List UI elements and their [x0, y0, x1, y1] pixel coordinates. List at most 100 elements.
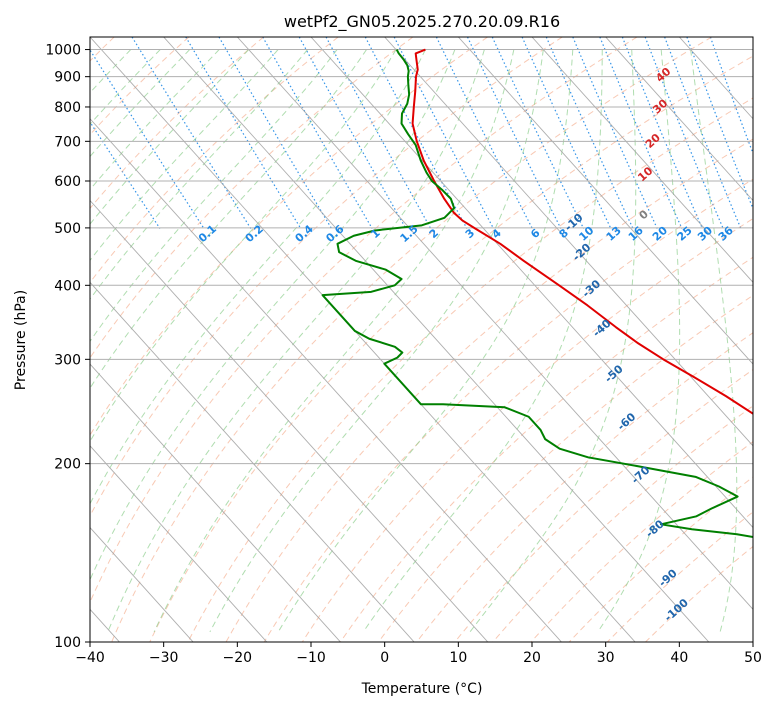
- mixing-ratio-line: [491, 37, 585, 229]
- mixing-ratio-line: [664, 37, 742, 229]
- dry-adiabat-line: [416, 332, 753, 642]
- moist-adiabat-label: -20: [570, 241, 594, 264]
- moist-adiabat-line: [153, 49, 515, 633]
- isotherm-line: [531, 37, 753, 283]
- x-tick-label: −40: [75, 650, 105, 666]
- profiles: [321, 48, 753, 538]
- moist-adiabat-line: [90, 49, 367, 390]
- x-tick-label: 10: [449, 650, 467, 666]
- x-tick-label: −30: [149, 650, 179, 666]
- isotherm-line: [163, 37, 710, 642]
- mixing-ratio-line: [90, 48, 205, 229]
- y-tick-label: 600: [54, 174, 81, 190]
- dry-adiabat-line: [187, 97, 753, 642]
- dry-adiabat-line: [90, 37, 638, 604]
- mixing-ratio-label: 0.2: [243, 222, 266, 245]
- temperature-profile: [411, 48, 753, 415]
- isotherm-line: [752, 37, 753, 38]
- background-lines: [90, 37, 753, 642]
- mixing-ratio-line: [298, 37, 407, 229]
- x-tick-label: 0: [380, 650, 389, 666]
- x-axis-ticks: −40 −30 −20 −10 0 10 20 30 40 50: [75, 642, 762, 666]
- y-tick-label: 300: [54, 352, 81, 368]
- x-axis-label: Temperature (°C): [361, 681, 483, 697]
- moist-adiabat-line: [690, 49, 738, 633]
- x-tick-label: 20: [523, 650, 541, 666]
- dry-adiabat-line: [340, 256, 753, 642]
- moist-adiabat-line: [90, 49, 220, 191]
- mixing-ratio-line: [621, 37, 703, 229]
- dry-adiabat-line: [606, 511, 753, 642]
- mixing-ratio-label: 13: [604, 224, 624, 244]
- chart-title: wetPf2_GN05.2025.270.20.09.R16: [284, 12, 560, 32]
- dry-adiabat-line: [90, 37, 488, 437]
- mixing-ratio-label: 1: [368, 226, 382, 241]
- y-tick-label: 900: [54, 70, 81, 86]
- pressure-gridlines: [90, 49, 753, 642]
- mixing-ratio-line: [644, 37, 724, 229]
- isotherm-line: [90, 37, 636, 642]
- dry-adiabat-line: [149, 55, 753, 642]
- y-tick-label: 500: [54, 221, 81, 237]
- dry-adiabat-line: [263, 178, 753, 642]
- y-tick-label: 800: [54, 100, 81, 116]
- dry-adiabat-line: [645, 545, 753, 642]
- y-tick-label: 100: [54, 635, 81, 651]
- y-axis-ticks: 100 200 300 400 500 600 700 800 900 1000: [45, 43, 90, 651]
- mixing-ratio-label: 30: [695, 224, 715, 244]
- moist-adiabat-line: [90, 49, 279, 262]
- moist-adiabat-label: -40: [590, 317, 614, 340]
- moist-adiabat-line: [597, 49, 681, 633]
- dry-adiabat-line: [492, 405, 753, 642]
- mixing-ratio-label: 20: [650, 224, 670, 244]
- dry-adiabat-line: [530, 441, 753, 642]
- moist-adiabat-line: [107, 49, 485, 633]
- mixing-ratio-line: [599, 37, 683, 229]
- plot-frame: [89, 36, 754, 643]
- moist-adiabat-line: [90, 49, 308, 300]
- dry-adiabat-line: [225, 138, 753, 642]
- isotherm-line: [384, 37, 753, 447]
- mixing-ratio-line: [521, 37, 612, 229]
- moist-adiabat-label: -70: [629, 463, 653, 486]
- x-tick-label: 30: [597, 650, 615, 666]
- isotherm-line: [605, 37, 753, 202]
- isotherm-line: [90, 199, 489, 642]
- moist-adiabat-line: [90, 49, 250, 225]
- isotherm-line: [236, 37, 753, 610]
- mixing-ratio-line: [262, 37, 373, 229]
- mixing-ratio-line: [325, 37, 432, 229]
- y-tick-label: 200: [54, 457, 81, 473]
- moist-adiabat-label: -80: [643, 517, 667, 540]
- isotherm-line: [90, 363, 341, 642]
- isotherm-line: [310, 37, 753, 529]
- y-tick-label: 1000: [45, 43, 81, 59]
- y-tick-label: 400: [54, 278, 81, 294]
- mixing-ratio-label: 0.1: [196, 222, 219, 245]
- x-tick-label: −20: [223, 650, 253, 666]
- isotherm-line: [90, 281, 415, 642]
- moist-adiabat-line: [90, 49, 338, 343]
- mixing-ratio-line: [545, 37, 634, 229]
- mixing-ratio-line: [131, 37, 252, 229]
- x-tick-label: 50: [744, 650, 762, 666]
- isotherm-line: [457, 37, 753, 365]
- isotherm-line: [90, 445, 268, 642]
- dry-adiabat-line: [90, 37, 563, 517]
- moist-adiabat-line: [90, 49, 397, 443]
- mixing-ratio-line: [466, 37, 562, 229]
- x-tick-label: 40: [670, 650, 688, 666]
- y-axis-label: Pressure (hPa): [13, 290, 29, 390]
- y-tick-label: 700: [54, 134, 81, 150]
- mixing-ratio-line: [185, 37, 302, 229]
- line-labels: -100-90-80-70-60-50-40-30-20-10 010203040…: [196, 65, 736, 625]
- dry-adiabat-label: 40: [653, 65, 673, 85]
- dry-adiabat-line: [90, 37, 339, 284]
- mixing-ratio-line: [572, 37, 658, 229]
- dry-adiabat-line: [90, 37, 414, 359]
- isotherm-line: [90, 118, 562, 642]
- moist-adiabat-line: [277, 49, 574, 633]
- dry-adiabat-line: [378, 294, 753, 642]
